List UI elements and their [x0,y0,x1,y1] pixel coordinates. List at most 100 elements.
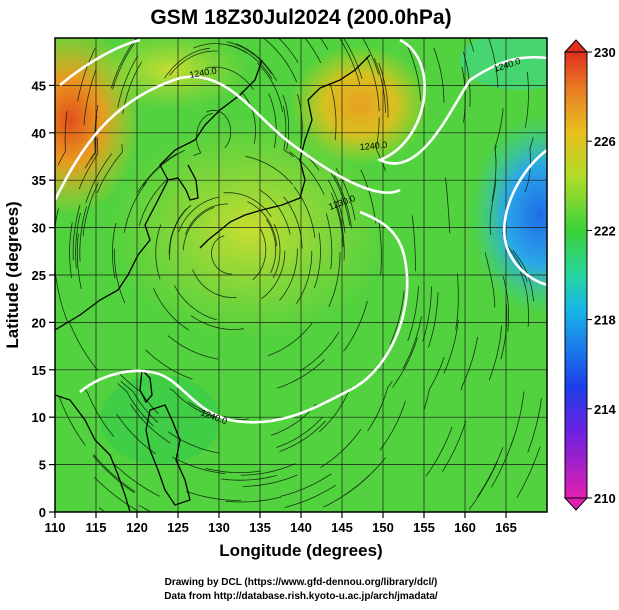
x-tick-label: 165 [495,520,517,535]
streamline [524,71,529,128]
streamline [182,207,215,251]
streamline [484,252,496,308]
y-tick-label: 35 [32,173,46,188]
x-axis-label: Longitude (degrees) [219,541,382,560]
streamline [443,319,459,374]
coastline-japan [199,54,371,249]
streamline [476,447,504,498]
streamline [289,151,325,195]
y-tick-label: 15 [32,363,46,378]
streamline [205,109,232,149]
streamline [85,153,113,204]
streamline [283,106,294,158]
streamline [362,38,379,75]
streamline [330,172,351,226]
height-contours [55,38,547,424]
streamline [422,286,432,342]
streamline [461,66,466,123]
streamline [325,213,333,270]
streamline [366,56,380,112]
streamline [379,400,406,451]
streamline [270,403,317,436]
chart-title: GSM 18Z30Jul2024 (200.0hPa) [150,6,451,29]
streamline [392,337,418,388]
coastline-china [55,59,263,331]
streamline [320,428,362,468]
colorbar: 210 214 218 222 226 230 [563,39,616,511]
streamline [468,38,475,52]
x-tick-label: 120 [126,520,148,535]
streamline [174,285,217,321]
streamline [468,461,498,510]
streamline [279,420,326,452]
y-tick-label: 5 [39,458,46,473]
streamline [516,446,541,498]
y-tick-label: 40 [32,126,46,141]
streamline [167,335,219,360]
streamline [229,44,273,80]
streamline [259,189,291,235]
streamline [243,474,298,487]
streamline [425,426,453,477]
streamline [167,431,220,454]
streamline [411,215,416,272]
streamline [227,41,272,75]
streamline [192,269,237,298]
streamline [110,38,137,89]
streamline [57,111,68,166]
streamline [112,222,117,279]
y-tick-label: 10 [32,410,46,425]
colorbar-tick-label: 230 [594,45,616,60]
credit-data: Data from http://database.rish.kyoto-u.a… [164,591,438,602]
streamline [240,91,256,144]
y-axis-ticks: 0 5 10 15 20 25 30 35 40 45 [32,78,55,520]
streamline [338,38,361,86]
streamline [283,196,303,249]
streamline [245,155,293,185]
x-tick-label: 145 [331,520,353,535]
colorbar-tick-label: 214 [594,402,616,417]
streamline [168,208,188,260]
streamline [319,38,329,50]
streamline [328,252,341,307]
contour-label-2: 1240.0 [359,140,387,152]
streamline [423,356,445,410]
streamline [82,182,99,237]
streamline [389,290,405,345]
y-tick-label: 25 [32,268,46,283]
streamline [279,248,298,301]
x-tick-label: 140 [290,520,312,535]
coastlines [55,54,371,512]
streamline [92,455,135,494]
x-tick-label: 155 [413,520,435,535]
streamline [130,404,171,444]
streamline [488,38,499,88]
streamline [402,316,422,369]
streamline [172,456,226,474]
streamline [268,93,277,149]
streamline [378,62,389,118]
x-tick-label: 125 [167,520,189,535]
streamline [276,359,325,389]
streamline [461,336,478,391]
streamline [178,196,220,233]
streamline [314,232,321,289]
streamline [113,248,126,304]
streamline [488,325,502,381]
colorbar-tick-label: 218 [594,313,616,328]
streamline [407,46,421,101]
streamline [75,212,81,269]
colorbar-ticks: 210 214 218 222 226 230 [587,45,616,506]
streamline [221,475,277,481]
streamline [360,169,377,224]
y-tick-label: 0 [39,505,46,520]
streamline [263,38,298,83]
streamline [500,303,508,360]
streamline [72,204,81,261]
streamline [330,192,344,248]
colorbar-top-arrow [563,39,589,53]
streamline [272,223,281,279]
x-axis-ticks: 110 115 120 125 130 135 140 145 150 155 160 165 [45,512,517,535]
